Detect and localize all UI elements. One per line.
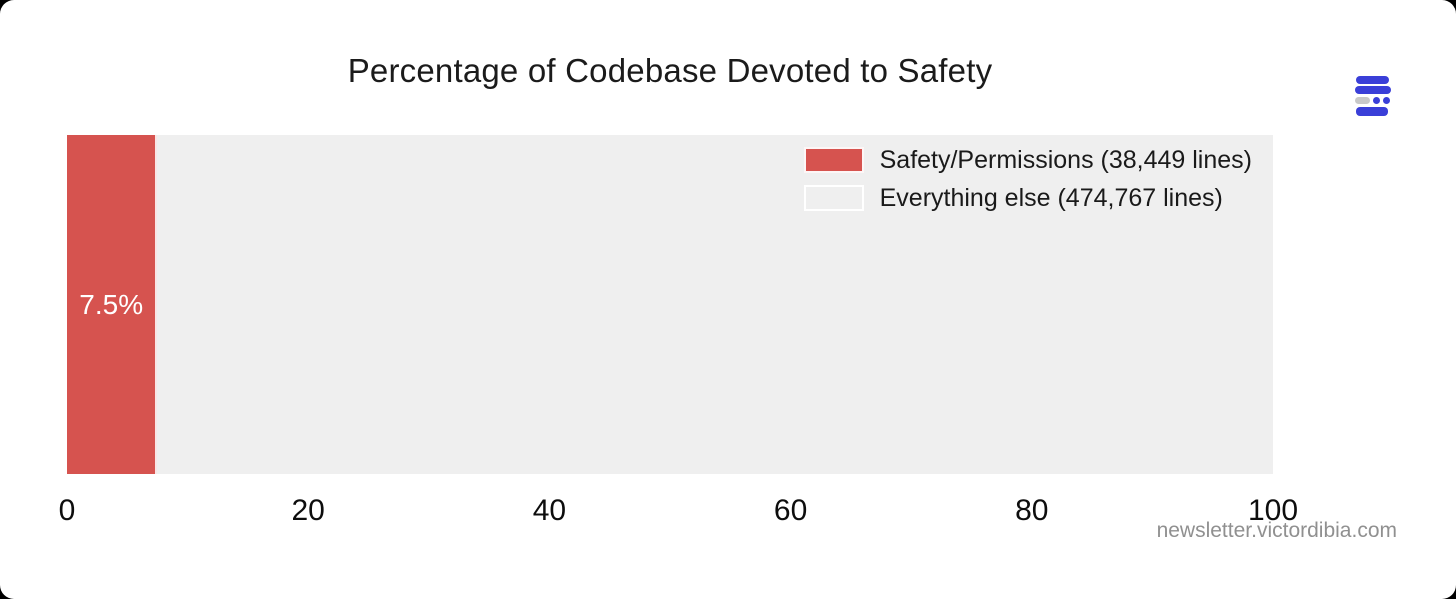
legend-swatch-safety	[803, 147, 864, 173]
stacked-bars-logo-icon	[1355, 76, 1391, 118]
x-tick-label: 60	[773, 494, 808, 527]
legend-label-safety: Safety/Permissions (38,449 lines)	[879, 145, 1252, 174]
logo-gray-pill	[1355, 97, 1370, 104]
legend-label-everything: Everything else (474,767 lines)	[879, 183, 1223, 212]
x-tick-label: 100	[1247, 494, 1299, 527]
x-tick-label: 0	[58, 494, 76, 527]
bar-value-label: 7.5%	[79, 288, 144, 320]
x-tick-label: 20	[291, 494, 325, 527]
watermark-text: newsletter.victordibia.com	[1156, 519, 1397, 542]
plot-area: 7.5% Safety/Permissions (38,449 lines) E…	[67, 135, 1273, 474]
x-axis: 0 20 40 60 80 100	[59, 494, 1298, 534]
legend-row-everything: Everything else (474,767 lines)	[803, 179, 1252, 217]
logo-row-dots	[1355, 97, 1391, 104]
legend-row-safety: Safety/Permissions (38,449 lines)	[803, 141, 1252, 179]
logo-bar-bottom	[1356, 107, 1388, 116]
x-tick-label: 80	[1015, 494, 1049, 527]
safety-bar: 7.5%	[67, 135, 158, 474]
x-tick-label: 40	[532, 494, 567, 527]
legend: Safety/Permissions (38,449 lines) Everyt…	[803, 141, 1252, 217]
logo-dot-2	[1383, 97, 1390, 104]
logo-dot-1	[1373, 97, 1380, 104]
legend-swatch-everything	[803, 185, 864, 211]
chart-title: Percentage of Codebase Devoted to Safety	[347, 52, 993, 89]
logo-bar-second	[1355, 86, 1391, 94]
logo-bar-top	[1356, 76, 1389, 84]
